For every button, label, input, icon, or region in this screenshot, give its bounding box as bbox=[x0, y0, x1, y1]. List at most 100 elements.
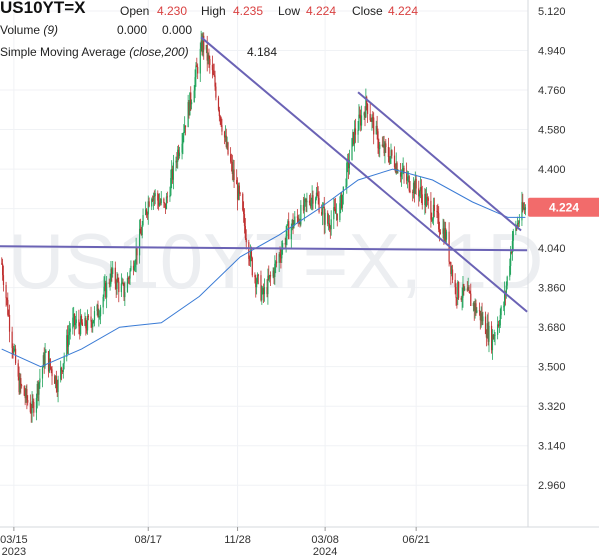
candle-body bbox=[236, 180, 238, 185]
candle-body bbox=[37, 383, 39, 395]
y-tick-label: 3.860 bbox=[538, 283, 566, 295]
candle-body bbox=[389, 156, 391, 163]
candle-body bbox=[383, 144, 385, 154]
candle-body bbox=[223, 131, 226, 138]
candle-body bbox=[60, 367, 62, 380]
candle-body bbox=[318, 197, 320, 213]
candle-body bbox=[340, 194, 343, 209]
candle-body bbox=[151, 199, 154, 201]
candle-body bbox=[23, 386, 25, 396]
candle-body bbox=[67, 335, 69, 347]
candle-body bbox=[6, 298, 8, 300]
candle-body bbox=[481, 313, 483, 322]
candle-body bbox=[218, 109, 220, 117]
candle-body bbox=[255, 277, 257, 288]
candle-body bbox=[521, 202, 523, 221]
y-tick-label: 4.940 bbox=[538, 46, 566, 58]
candle-body bbox=[371, 117, 373, 122]
candle-body bbox=[184, 125, 187, 128]
candle-body bbox=[523, 207, 525, 210]
candle-body bbox=[522, 202, 524, 210]
candle-body bbox=[188, 102, 190, 116]
candle-body bbox=[406, 176, 409, 181]
candle-body bbox=[102, 297, 104, 308]
candle-body bbox=[73, 313, 76, 326]
candle-body bbox=[91, 321, 93, 328]
candle-body bbox=[248, 242, 250, 259]
trendlines[interactable] bbox=[0, 36, 528, 313]
candle-body bbox=[432, 204, 435, 219]
candle-body bbox=[509, 265, 511, 277]
candle-body bbox=[250, 250, 253, 258]
candle-body bbox=[238, 185, 240, 193]
candle-body bbox=[460, 297, 462, 300]
y-tick-label: 4.040 bbox=[538, 243, 566, 255]
trendline[interactable] bbox=[0, 245, 528, 252]
candle-body bbox=[444, 228, 446, 242]
candle-body bbox=[438, 213, 440, 230]
candle-body bbox=[431, 219, 433, 221]
candle-body bbox=[275, 261, 278, 263]
candle-body bbox=[420, 187, 422, 195]
candle-body bbox=[85, 318, 87, 329]
candle-body bbox=[418, 188, 420, 197]
close-label: Close bbox=[352, 4, 383, 18]
candle-body bbox=[146, 214, 148, 216]
volume-indicator[interactable]: Volume (9) bbox=[0, 20, 58, 40]
candle-body bbox=[490, 325, 493, 351]
candle-body bbox=[45, 351, 47, 353]
candle-body bbox=[443, 228, 445, 242]
candle-body bbox=[316, 192, 318, 196]
candle-body bbox=[352, 132, 354, 139]
candle-body bbox=[345, 185, 347, 187]
candle-body bbox=[484, 316, 487, 334]
candle-body bbox=[124, 292, 126, 298]
candle-body bbox=[251, 257, 253, 276]
candle-body bbox=[517, 223, 520, 224]
candle-body bbox=[432, 218, 434, 221]
candle-body bbox=[12, 348, 14, 353]
candle-body bbox=[285, 236, 287, 245]
candle-body bbox=[357, 129, 359, 135]
candle-body bbox=[80, 316, 83, 323]
candle-body bbox=[33, 402, 35, 413]
candle-body bbox=[503, 306, 505, 308]
sma-indicator[interactable]: Simple Moving Average (close,200) bbox=[0, 42, 189, 62]
candle-body bbox=[98, 316, 100, 318]
candle-body bbox=[145, 209, 147, 216]
candle-body bbox=[365, 97, 367, 118]
candle-body bbox=[87, 316, 90, 317]
candle-body bbox=[466, 288, 468, 291]
candle-body bbox=[263, 287, 266, 295]
close-value: 4.224 bbox=[388, 4, 419, 18]
candle-body bbox=[442, 228, 444, 234]
candle-body bbox=[116, 277, 118, 289]
candle-body bbox=[196, 65, 198, 67]
candle-body bbox=[127, 278, 129, 280]
candle-body bbox=[378, 148, 380, 150]
candle-body bbox=[245, 238, 247, 243]
candle-body bbox=[157, 193, 159, 201]
candle-body bbox=[454, 279, 456, 288]
candle-body bbox=[433, 204, 435, 212]
trendline[interactable] bbox=[357, 91, 522, 232]
candle-body bbox=[333, 207, 335, 220]
trendline[interactable] bbox=[200, 36, 528, 313]
candle-body bbox=[195, 65, 197, 78]
candle-body bbox=[128, 278, 130, 280]
candle-body bbox=[225, 135, 227, 148]
candle-body bbox=[2, 263, 4, 276]
candle-body bbox=[164, 203, 167, 210]
candle-body bbox=[160, 198, 162, 204]
candle-body bbox=[322, 207, 324, 208]
candle-body bbox=[182, 135, 184, 144]
candle-body bbox=[254, 275, 256, 278]
candle-body bbox=[485, 333, 487, 338]
x-tick-year: 2024 bbox=[313, 546, 337, 557]
candle-body bbox=[147, 201, 149, 215]
candle-body bbox=[278, 254, 280, 263]
candle-body bbox=[103, 286, 105, 298]
candle-body bbox=[191, 102, 193, 105]
